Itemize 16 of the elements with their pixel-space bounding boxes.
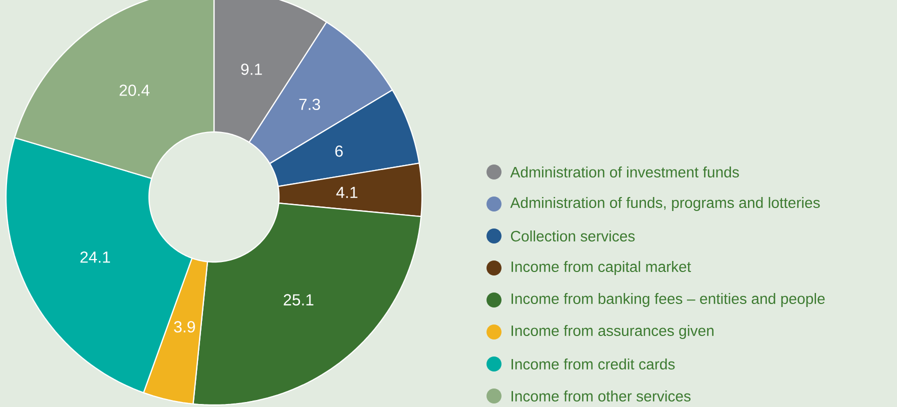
legend-label: Income from assurances given [512, 325, 714, 339]
data-label: 6 [335, 145, 343, 157]
legend-label: Income from other services [512, 390, 691, 402]
legend-label: Income from capital market [512, 261, 691, 275]
data-label: 24.1 [80, 251, 110, 263]
legend-label: Income from banking fees – entities and people [512, 293, 825, 307]
legend-label: Income from credit cards [512, 358, 675, 370]
legend-label: Administration of investment funds [510, 166, 739, 178]
data-label: 9.1 [241, 64, 262, 75]
data-label: 25.1 [284, 294, 314, 306]
legend-label: Collection services [510, 230, 635, 242]
data-label: 4.1 [336, 186, 358, 198]
data-label: 7.3 [299, 98, 320, 110]
data-label: 20.4 [120, 84, 150, 96]
legend-label: Administration of funds, programs and lotteries [510, 197, 820, 211]
data-label: 3.9 [174, 321, 195, 332]
